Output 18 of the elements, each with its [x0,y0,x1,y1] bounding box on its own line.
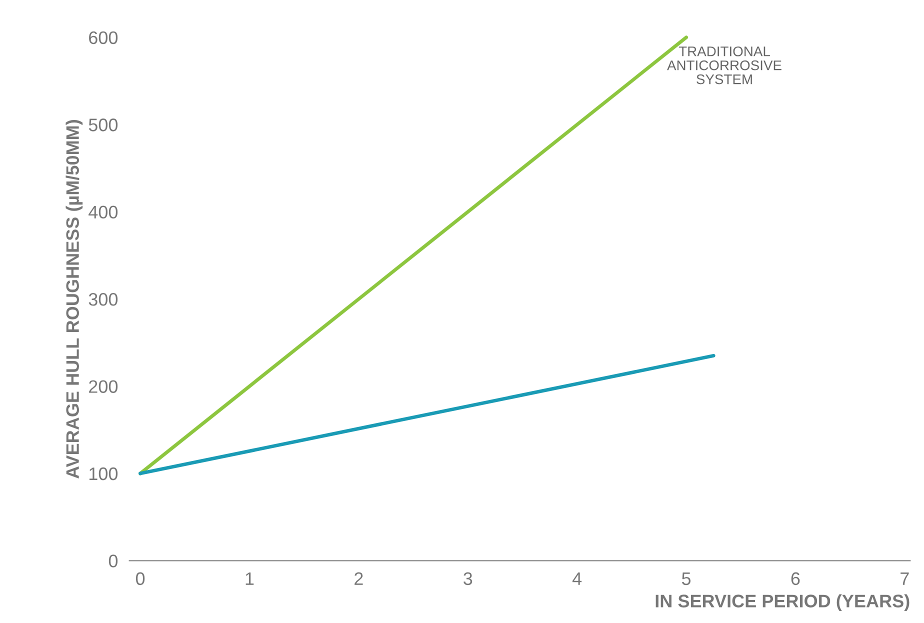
series-label: TRADITIONAL ANTICORROSIVE SYSTEM [667,46,782,84]
x-tick-label: 1 [246,572,254,585]
x-tick-label: 6 [791,572,800,586]
x-tick-label: 5 [682,572,691,586]
y-tick-label: 500 [88,118,118,132]
x-tick-label: 3 [464,572,472,586]
x-axis-title: IN SERVICE PERIOD (YEARS) [656,594,910,612]
x-tick-label: 2 [354,572,363,585]
y-tick-label: 600 [89,31,118,44]
y-axis-title: AVERAGE HULL ROUGHNESS (µM/50MM) [66,120,83,479]
y-tick-label: 0 [108,554,118,568]
x-tick-label: 4 [572,572,582,585]
x-tick-label: 7 [900,572,909,585]
y-tick-label: 400 [88,206,118,219]
y-tick-label: 100 [90,467,118,480]
x-tick-label: 0 [136,572,145,586]
y-tick-label: 200 [89,380,118,393]
y-tick-label: 300 [88,292,118,306]
